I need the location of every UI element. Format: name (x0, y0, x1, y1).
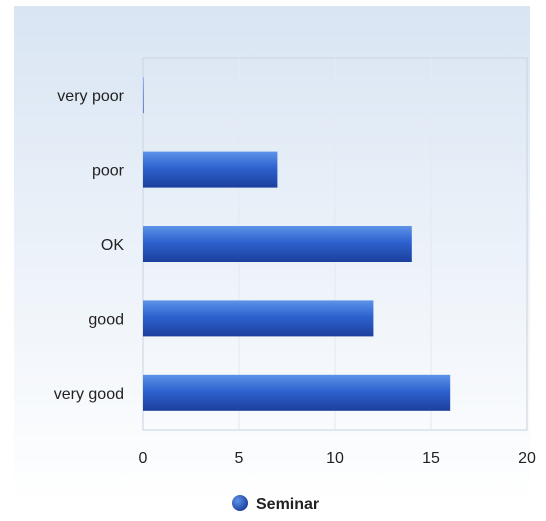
x-tick-label: 10 (326, 450, 344, 467)
x-tick-label: 20 (518, 450, 536, 467)
x-tick-label: 5 (235, 450, 244, 467)
legend: Seminar (232, 495, 319, 513)
y-category-label: very good (54, 386, 124, 403)
x-tick-label: 15 (422, 450, 440, 467)
y-category-label: good (88, 311, 124, 328)
bar-very-poor (143, 77, 144, 114)
x-tick-label: 0 (139, 450, 148, 467)
bar-poor (143, 151, 278, 188)
y-category-label: OK (101, 237, 124, 254)
bar-ok (143, 226, 412, 262)
legend-label-seminar: Seminar (256, 496, 319, 513)
y-category-label: poor (92, 163, 125, 180)
legend-marker-seminar (232, 495, 248, 511)
bar-very-good (143, 374, 451, 411)
y-category-label: very poor (57, 88, 124, 105)
bar-good (143, 300, 374, 337)
